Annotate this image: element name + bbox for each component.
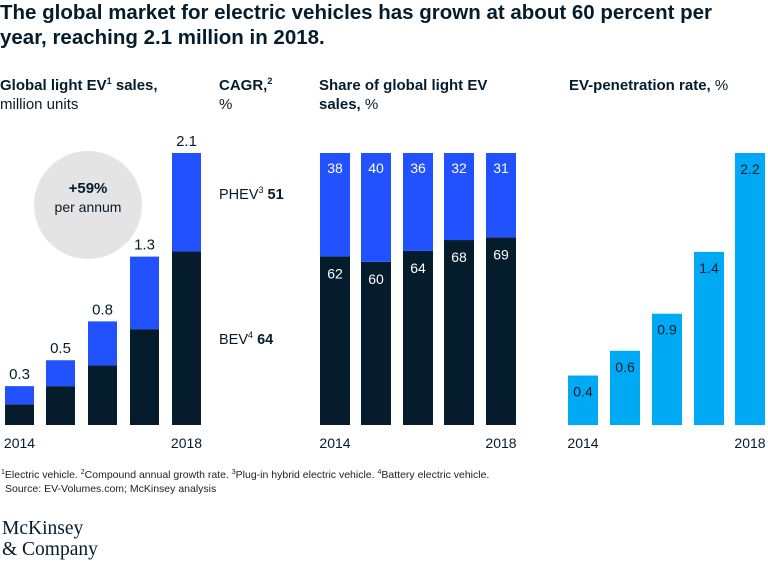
penetration-label-2017: 1.4 — [699, 260, 719, 276]
share-bar-phev-2018 — [486, 153, 516, 238]
footnote-4-ref: 4 — [377, 469, 382, 476]
legend-phev: PHEV3 51 — [219, 186, 284, 204]
sales-total-label-2017: 1.3 — [134, 237, 155, 254]
penetration-bar-2016 — [652, 313, 682, 425]
share-title-unit: % — [360, 96, 379, 113]
sales-total-label-2018: 2.1 — [176, 133, 197, 150]
logo-line-1: McKinsey — [2, 518, 84, 539]
charts-canvas: 0.3 2014 0.5 0.8 1.3 2.1 2018 38 62 2014 40 60 36 64 3… — [4, 133, 766, 451]
share-bar-phev-2015 — [361, 153, 391, 262]
legend-phev-label: PHEV — [219, 187, 259, 203]
share-title-line2: sales, — [319, 96, 361, 113]
sales-x-tick-2014: 2014 — [4, 435, 35, 451]
share-phev-label-2014: 38 — [327, 160, 343, 176]
share-bar-bev-2017 — [444, 240, 474, 425]
footnote-4-text: Battery electric vehicle. — [381, 469, 490, 481]
penetration-label-2015: 0.6 — [615, 359, 635, 375]
sales-bar-bev-2016 — [88, 365, 117, 425]
footnotes: 1Electric vehicle. 2Compound annual grow… — [1, 468, 489, 496]
share-bev-label-2014: 62 — [327, 265, 343, 281]
sales-total-label-2015: 0.5 — [50, 340, 71, 357]
sales-bar-phev-2018 — [172, 153, 201, 252]
penetration-label-2014: 0.4 — [573, 384, 593, 400]
footnote-2-ref: 2 — [80, 469, 85, 476]
share-bev-label-2017: 68 — [451, 249, 467, 265]
cagr-circle-label: per annum — [54, 199, 122, 215]
footnote-3-ref: 3 — [231, 469, 236, 476]
sales-bar-bev-2015 — [46, 386, 75, 425]
share-bar-bev-2015 — [361, 261, 391, 425]
share-panel-title: Share of global light EV sales, % — [319, 76, 487, 114]
footnote-1-ref: 1 — [1, 469, 5, 476]
sales-title-main: Global light EV — [0, 77, 107, 94]
share-bar-bev-2014 — [320, 256, 350, 425]
share-bar-bev-2018 — [486, 237, 516, 425]
share-x-tick-2014: 2014 — [319, 435, 350, 451]
share-bev-label-2015: 60 — [368, 271, 384, 287]
cagr-title-text: CAGR, — [219, 77, 268, 94]
cagr-circle: +59% per annum — [34, 151, 142, 259]
sales-title-tail: sales, — [111, 77, 158, 94]
cagr-title-footnote-ref: 2 — [267, 76, 273, 86]
penetration-label-2016: 0.9 — [657, 322, 677, 338]
sales-bar-phev-2014 — [5, 386, 34, 405]
footnote-definitions: 1Electric vehicle. 2Compound annual grow… — [1, 468, 489, 482]
cagr-title: CAGR,2 % — [219, 76, 272, 114]
share-bar-phev-2016 — [403, 153, 433, 251]
share-bar-phev-2014 — [320, 153, 350, 257]
penetration-x-tick-2018: 2018 — [734, 435, 765, 451]
mckinsey-logo: McKinsey & Company — [2, 518, 98, 560]
cagr-circle-value: +59% — [68, 180, 108, 197]
share-phev-label-2015: 40 — [368, 160, 384, 176]
share-phev-label-2016: 36 — [410, 160, 426, 176]
sales-total-label-2016: 0.8 — [92, 301, 113, 318]
legend-phev-footnote-ref: 3 — [258, 185, 264, 195]
sales-panel-subtitle: million units — [0, 96, 79, 113]
sales-x-tick-2018: 2018 — [171, 435, 202, 451]
legend-bev-cagr: 64 — [257, 332, 274, 348]
sales-bar-phev-2016 — [88, 321, 117, 366]
source-note: Source: EV-Volumes.com; McKinsey analysi… — [5, 483, 217, 495]
chart-title: The global market for electric vehicles … — [0, 1, 713, 49]
penetration-title-unit: % — [710, 77, 729, 94]
share-bev-label-2016: 64 — [410, 260, 426, 276]
cagr-unit: % — [219, 96, 233, 113]
legend-bev-label: BEV — [219, 332, 249, 348]
sales-bar-bev-2014 — [5, 404, 34, 425]
footnote-2-text: Compound annual growth rate. — [84, 469, 232, 481]
sales-bar-phev-2015 — [46, 360, 75, 387]
sales-bar-bev-2017 — [130, 329, 159, 425]
legend-bev-footnote-ref: 4 — [248, 330, 254, 340]
share-phev-label-2018: 31 — [493, 160, 509, 176]
footnote-1-text: Electric vehicle. — [4, 469, 81, 481]
legend-bev: BEV4 64 — [219, 331, 273, 349]
penetration-bar-2018 — [735, 153, 765, 425]
share-x-tick-2018: 2018 — [485, 435, 516, 451]
footnote-3-text: Plug-in hybrid electric vehicle. — [235, 469, 378, 481]
share-phev-label-2017: 32 — [451, 160, 467, 176]
penetration-label-2018: 2.2 — [740, 161, 760, 177]
legend-phev-cagr: 51 — [267, 187, 284, 203]
sales-bar-bev-2018 — [172, 251, 201, 425]
share-bar-bev-2016 — [403, 250, 433, 425]
logo-line-2: & Company — [2, 539, 98, 560]
share-bev-label-2018: 69 — [493, 246, 509, 262]
sales-bar-phev-2017 — [130, 256, 159, 330]
penetration-x-tick-2014: 2014 — [567, 435, 598, 451]
sales-title-footnote-ref: 1 — [106, 76, 112, 86]
penetration-bar-2015 — [610, 350, 640, 425]
penetration-bar-2017 — [694, 251, 724, 425]
sales-total-label-2014: 0.3 — [9, 366, 30, 383]
penetration-panel-title: EV-penetration rate, % — [569, 76, 728, 95]
penetration-title-text: EV-penetration rate, — [569, 77, 711, 94]
share-title-line1: Share of global light EV — [319, 77, 488, 94]
sales-panel-title: Global light EV1 sales, million units — [0, 76, 158, 114]
penetration-bar-2014 — [568, 375, 598, 425]
share-bar-phev-2017 — [444, 153, 474, 241]
